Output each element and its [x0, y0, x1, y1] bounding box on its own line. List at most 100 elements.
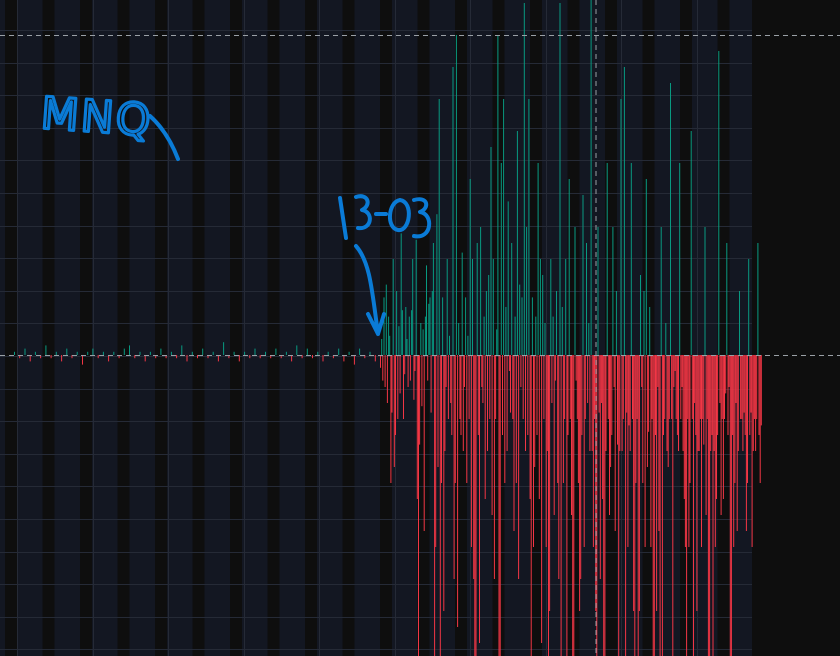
bar-up [574, 227, 576, 355]
bar-down [576, 355, 578, 419]
bar-down [743, 355, 745, 413]
bar-down [573, 355, 575, 656]
bar-up [212, 351, 214, 355]
bar-down [554, 355, 556, 381]
bar-down [464, 355, 465, 387]
bar-down [689, 355, 691, 483]
bar-down [698, 355, 700, 451]
bar-down [343, 355, 345, 362]
bar-up [565, 259, 567, 355]
bar-down [607, 355, 609, 419]
bar-up [392, 259, 394, 355]
bar-down [721, 355, 723, 419]
bar-down [571, 355, 572, 515]
bar-down [427, 355, 429, 381]
bar-down [636, 355, 638, 419]
bar-up [405, 307, 407, 355]
bar-down [676, 355, 678, 435]
bar-up [66, 348, 68, 355]
bar-up [748, 259, 750, 355]
bar-down [534, 355, 536, 467]
bar-down [332, 355, 334, 359]
bar-up [496, 329, 498, 355]
bar-down [638, 355, 640, 611]
bar-down [475, 355, 477, 656]
bar-down [613, 355, 615, 387]
bar-down [468, 355, 470, 419]
bar-up [338, 348, 340, 355]
bar-down [663, 355, 664, 435]
bar-up [455, 35, 457, 355]
bar-down [460, 355, 462, 435]
bar-down [598, 355, 600, 413]
bar-down [650, 355, 652, 547]
bar-up [559, 3, 561, 355]
bar-down [750, 355, 752, 413]
bar-up [436, 214, 438, 355]
bar-down [632, 355, 633, 419]
annotation-mnq[interactable]: MNQ [38, 86, 180, 161]
bar-up [645, 179, 647, 355]
bar-down [695, 355, 697, 435]
bar-up [467, 335, 469, 355]
bar-down [621, 355, 623, 451]
bar-down [416, 355, 418, 499]
bar-up [420, 323, 422, 355]
bar-up [275, 348, 277, 355]
bar-up [412, 259, 414, 355]
bar-up [411, 310, 413, 355]
bar-down [217, 355, 219, 362]
bar-up [739, 291, 740, 355]
bar-up [586, 243, 587, 355]
bar-down [435, 355, 437, 547]
bar-down [675, 355, 677, 419]
bar-down [97, 355, 99, 359]
bar-up [539, 259, 541, 355]
bar-up [550, 259, 552, 355]
bar-down [421, 355, 423, 407]
bar-up [431, 291, 433, 355]
bar-down [108, 355, 110, 362]
bar-up [531, 297, 533, 355]
bar-up [630, 163, 632, 355]
bar-down [706, 355, 708, 419]
bar-down [711, 355, 713, 435]
bar-down [374, 355, 376, 362]
bar-down [495, 355, 497, 419]
bar-down [50, 355, 52, 359]
bar-down [197, 355, 198, 359]
bar-down [312, 355, 313, 359]
bar-down [736, 355, 738, 531]
bar-down [477, 355, 479, 435]
bar-down [648, 355, 650, 432]
bar-down [642, 355, 644, 483]
bar-up [149, 351, 151, 355]
bar-down [628, 355, 630, 426]
bar-down [207, 355, 209, 359]
bar-down [457, 355, 459, 627]
bar-down [626, 355, 628, 413]
bar-down [259, 355, 261, 359]
bar-down [484, 355, 486, 499]
bar-down [520, 355, 522, 387]
bar-down [604, 355, 606, 656]
bar-down [545, 355, 547, 547]
bar-down [658, 355, 660, 531]
bar-down [611, 355, 613, 435]
bar-up [422, 329, 424, 355]
bar-down [466, 355, 468, 483]
annotation-date-13-03[interactable] [338, 194, 431, 336]
bar-down [301, 355, 303, 359]
bar-down [753, 355, 755, 419]
bar-down [441, 355, 442, 483]
bar-down [703, 355, 705, 445]
bar-down [655, 355, 656, 435]
bar-down [566, 355, 568, 656]
bar-down [716, 355, 717, 499]
bar-up [582, 195, 584, 355]
bar-up [568, 179, 570, 355]
bar-down [386, 355, 388, 403]
bar-down [397, 355, 399, 419]
